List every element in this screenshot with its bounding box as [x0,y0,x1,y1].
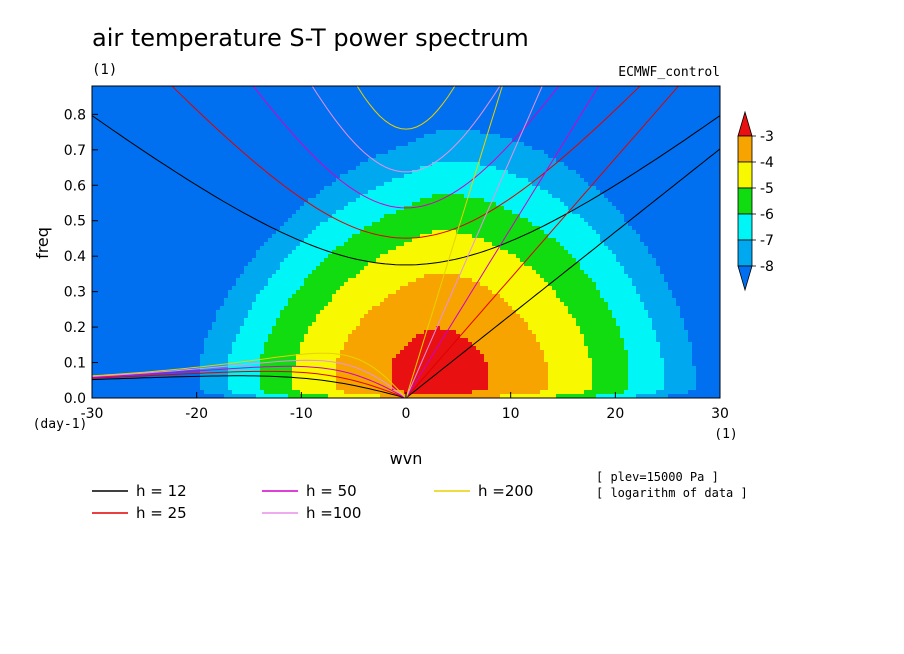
rossby-curve-h50 [92,365,407,398]
x-tick-label: 20 [606,406,624,422]
colorbar-label: -5 [760,181,774,197]
dispersion-curves [92,86,720,398]
rossby-curve-h100 [92,359,407,398]
colorbar: -3 -4 -5 -6 -7 -8 [737,110,774,292]
colorbar-label: -4 [760,155,774,171]
y-tick-label: 0.5 [64,214,86,230]
kelvin-curve-h100 [405,86,543,398]
rossby-curve-h200 [92,352,407,398]
legend-label: h =100 [306,504,361,522]
y-tick-label: 0.2 [64,320,86,336]
legend-label: h = 50 [306,482,357,500]
legend-label: h = 12 [136,482,187,500]
gravity-curve-h200 [356,86,456,130]
x-tick-label: -10 [290,406,313,422]
legend: h = 12 h = 25 h = 50 h =100 h =200 [92,482,533,522]
annotation-plev: [ plev=15000 Pa ] [596,470,719,484]
x-axis-label: wvn [390,449,423,468]
legend-label: h = 25 [136,504,187,522]
colorbar-top-arrow [737,110,753,137]
rossby-curve-h25 [92,370,407,398]
kelvin-curve-h50 [405,86,600,398]
y-tick-label: 0.6 [64,178,86,194]
colorbar-label: -6 [760,207,774,223]
power-spectrum-field [92,86,720,398]
colorbar-box [737,239,753,267]
gravity-curve-h50 [252,86,560,209]
rossby-curve-h12 [92,375,407,398]
y-tick-label: 0.0 [64,391,86,407]
x-tick-label: 30 [711,406,729,422]
y-unit-label: (day-1) [33,417,88,432]
x-tick-label: -20 [185,406,208,422]
kelvin-curve-h25 [405,86,680,398]
colorbar-box [737,135,753,163]
y-tick-label: 0.3 [64,285,86,301]
kelvin-curve-h12 [405,148,720,398]
y-axis: 0.0 0.1 0.2 0.3 0.4 0.5 0.6 0.7 0.8 [64,107,98,407]
kelvin-curve-h200 [405,86,503,398]
colorbar-label: -7 [760,233,774,249]
colorbar-label: -8 [760,259,774,275]
x-unit-label: (1) [714,427,737,442]
y-tick-label: 0.7 [64,143,86,159]
gravity-curve-h25 [171,86,641,239]
x-axis: -30 -20 -10 0 10 20 30 [81,392,729,422]
gravity-curve-h100 [311,86,501,173]
y-axis-label: freq [33,227,52,259]
x-tick-label: -30 [81,406,104,422]
dataset-label: ECMWF_control [618,65,720,80]
colorbar-box [737,161,753,189]
gravity-curve-h12 [92,115,720,266]
x-tick-label: 0 [402,406,411,422]
chart-subtitle: (1) [92,62,117,78]
y-tick-label: 0.1 [64,356,86,372]
legend-label: h =200 [478,482,533,500]
y-tick-label: 0.4 [64,249,86,265]
annotation-log: [ logarithm of data ] [596,486,748,500]
colorbar-bottom-arrow [737,265,753,292]
chart-title: air temperature S-T power spectrum [92,24,529,52]
colorbar-box [737,213,753,241]
y-tick-label: 0.8 [64,107,86,123]
x-tick-label: 10 [502,406,520,422]
colorbar-box [737,187,753,215]
colorbar-label: -3 [760,129,774,145]
